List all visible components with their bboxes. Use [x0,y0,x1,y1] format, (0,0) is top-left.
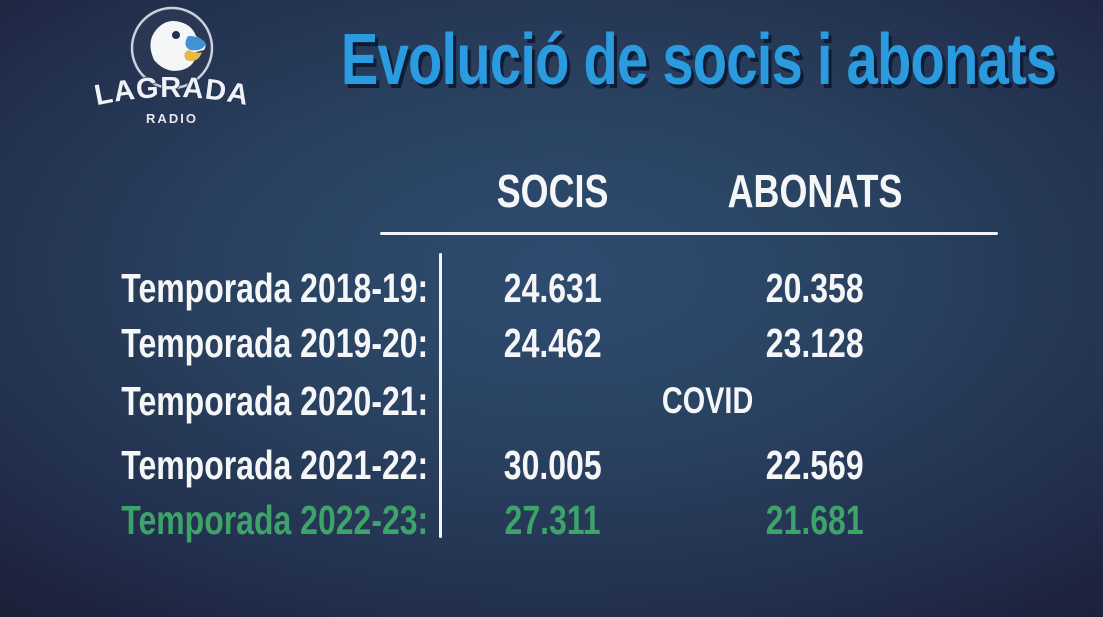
abonats-value: 20.358 [766,265,864,311]
logo-sub-text: RADIO [146,111,198,126]
covid-note: COVID [661,380,754,421]
table-row-current-season: Temporada 2022-23: 27.311 21.681 [0,498,1103,542]
socis-value: 27.311 [504,497,601,543]
logo-brand-text: LAGRADA [91,71,252,113]
row-label: Temporada 2019-20: [121,320,429,366]
table-row: Temporada 2021-22: 30.005 22.569 [0,443,1103,487]
page-title-text: Evolució de socis i abonats [340,20,1057,100]
table-row: Temporada 2018-19: 24.631 20.358 [0,266,1103,310]
svg-text:LAGRADA: LAGRADA [92,72,252,112]
column-header-socis: SOCIS [496,165,609,217]
table-row: Temporada 2019-20: 24.462 23.128 [0,321,1103,365]
row-label: Temporada 2021-22: [121,442,429,488]
row-label: Temporada 2020-21: [121,378,429,424]
abonats-value: 22.569 [766,442,864,488]
page-title: Evolució de socis i abonats [240,14,1090,110]
abonats-value: 23.128 [766,320,864,366]
parakeet-bird-icon: LAGRADA RADIO [91,6,252,127]
row-label: Temporada 2022-23: [121,497,429,543]
column-divider-rule [439,253,442,538]
header-underline-rule [380,232,998,235]
socis-value: 24.462 [503,320,602,366]
abonats-value: 21.681 [766,497,864,543]
socis-value: 24.631 [503,265,602,311]
socis-value: 30.005 [503,442,602,488]
row-label: Temporada 2018-19: [121,265,429,311]
column-header-abonats: ABONATS [727,165,903,217]
table-row-covid: Temporada 2020-21: COVID [0,379,1103,423]
la-grada-radio-logo: LAGRADA RADIO [84,2,260,134]
